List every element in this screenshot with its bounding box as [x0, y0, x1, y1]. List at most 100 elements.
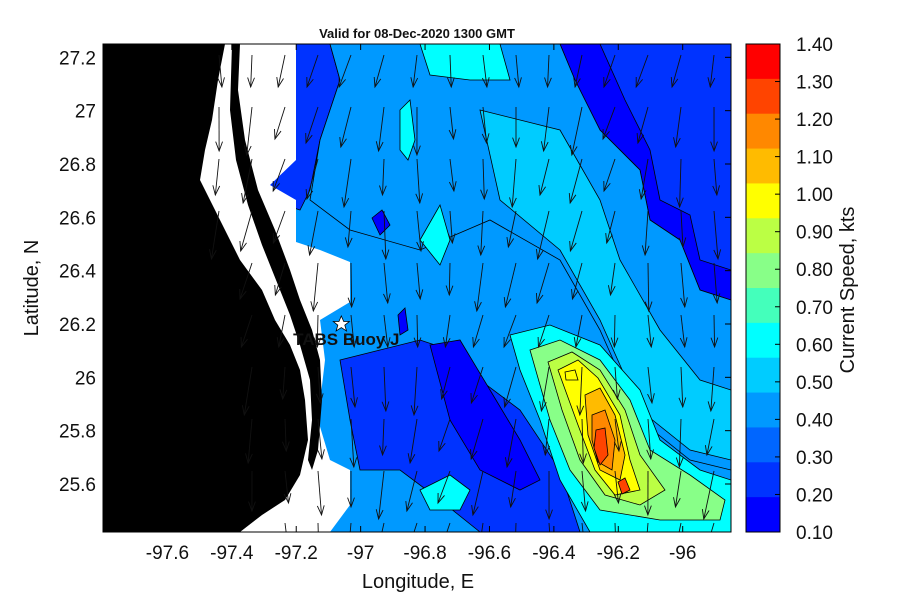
- current-arrow: [272, 210, 286, 245]
- current-arrow: [405, 470, 418, 513]
- current-arrow: [410, 54, 419, 89]
- x-tick-label: -96.4: [532, 543, 576, 564]
- current-arrow: [240, 314, 253, 349]
- y-tick-label: 25.8: [59, 422, 96, 443]
- current-arrow: [382, 314, 391, 349]
- current-arrow: [307, 210, 319, 257]
- current-arrow: [480, 158, 488, 201]
- x-tick-label: -96.6: [468, 543, 511, 564]
- current-arrow: [481, 54, 490, 89]
- current-arrow: [413, 314, 422, 349]
- current-arrow: [341, 158, 352, 209]
- colorbar-swatch: [746, 148, 780, 184]
- current-arrow: [306, 54, 319, 89]
- current-arrow: [349, 522, 352, 532]
- current-arrow: [573, 54, 583, 89]
- current-arrow: [415, 158, 424, 205]
- eddy-band-100-small: [564, 369, 579, 381]
- current-arrow: [644, 470, 652, 517]
- current-arrow: [509, 158, 517, 209]
- current-arrow: [448, 158, 457, 193]
- colorbar-tick-label: 0.70: [796, 298, 833, 319]
- current-arrow: [474, 262, 484, 313]
- current-arrow: [678, 210, 687, 249]
- current-arrow: [282, 418, 290, 453]
- current-arrow: [279, 366, 288, 401]
- current-arrow: [448, 106, 457, 141]
- x-tick-label: -96.2: [597, 543, 640, 564]
- current-arrow: [581, 522, 584, 532]
- current-arrow: [446, 522, 451, 532]
- current-arrow: [512, 106, 520, 149]
- colorbar-swatch: [746, 183, 780, 219]
- current-arrow: [440, 366, 451, 401]
- current-arrow: [673, 106, 682, 149]
- current-arrow: [248, 470, 256, 513]
- contour-band-060-mid: [419, 203, 451, 266]
- current-arrow: [375, 106, 385, 153]
- current-arrow: [539, 366, 550, 413]
- buoy-marker: TABS Buoy J: [293, 314, 400, 349]
- colorbar-swatch: [746, 392, 780, 428]
- current-arrow: [537, 314, 550, 349]
- current-arrow: [636, 106, 649, 145]
- buoy-label: TABS Buoy J: [293, 330, 399, 349]
- y-tick-label: 26.8: [59, 155, 96, 176]
- current-arrow: [470, 418, 484, 461]
- map-plot-area: TABS Buoy J: [103, 44, 731, 532]
- current-arrow: [568, 158, 583, 205]
- current-arrow: [602, 106, 616, 141]
- current-arrow: [540, 106, 550, 153]
- current-arrow: [542, 418, 551, 457]
- colorbar-tick-label: 1.30: [796, 73, 833, 94]
- current-arrow: [276, 314, 286, 349]
- current-arrow: [310, 262, 319, 313]
- current-arrow: [316, 470, 325, 517]
- current-arrow: [504, 418, 517, 469]
- current-arrow: [472, 314, 484, 349]
- barrier-island: [230, 44, 322, 470]
- current-arrow: [647, 366, 655, 405]
- colorbar-tick-label: 1.40: [796, 35, 833, 56]
- colorbar-swatch: [746, 322, 780, 359]
- current-arrow: [605, 210, 616, 245]
- current-arrow: [209, 210, 220, 261]
- current-arrow: [678, 366, 687, 409]
- current-arrow: [613, 470, 622, 505]
- y-axis-label: Latitude, N: [21, 240, 43, 337]
- current-arrow: [481, 106, 490, 145]
- colorbar-swatch: [746, 113, 780, 150]
- colorbar: 1.40 1.30 1.20 1.10 1.00 0.90 0.80 0.70 0.60 0.50…: [745, 35, 833, 544]
- current-arrow: [503, 262, 517, 309]
- current-arrow: [712, 262, 721, 305]
- current-arrow: [379, 418, 387, 457]
- current-arrow: [349, 418, 358, 469]
- x-tick-label: -97.6: [146, 543, 189, 564]
- current-arrow: [447, 54, 455, 89]
- y-tick-label: 26.2: [59, 315, 96, 336]
- current-arrow: [339, 106, 352, 149]
- colorbar-tick-label: 0.30: [796, 448, 833, 469]
- y-tick-label: 27.2: [59, 48, 96, 69]
- colorbar-swatch: [746, 357, 780, 394]
- contour-band-050-center: [479, 109, 731, 461]
- colorbar-swatch: [746, 497, 780, 533]
- contour-band-010-small: [371, 209, 391, 236]
- current-arrow: [613, 418, 622, 453]
- colorbar-swatch: [746, 462, 780, 498]
- current-arrow: [212, 158, 221, 197]
- current-arrow: [646, 418, 654, 461]
- current-arrow: [680, 262, 688, 309]
- current-arrow: [344, 210, 353, 249]
- current-arrow: [635, 54, 649, 89]
- colorbar-tick-label: 0.10: [796, 523, 833, 544]
- current-arrow: [247, 54, 255, 89]
- current-arrow: [350, 366, 358, 409]
- current-arrow: [445, 262, 454, 297]
- current-arrow: [607, 262, 616, 297]
- colorbar-tick-label: 0.50: [796, 373, 833, 394]
- current-arrow: [603, 54, 616, 89]
- buoy-star-icon: [332, 314, 351, 332]
- colorbar-tick-label: 0.40: [796, 410, 833, 431]
- current-arrow: [217, 54, 225, 89]
